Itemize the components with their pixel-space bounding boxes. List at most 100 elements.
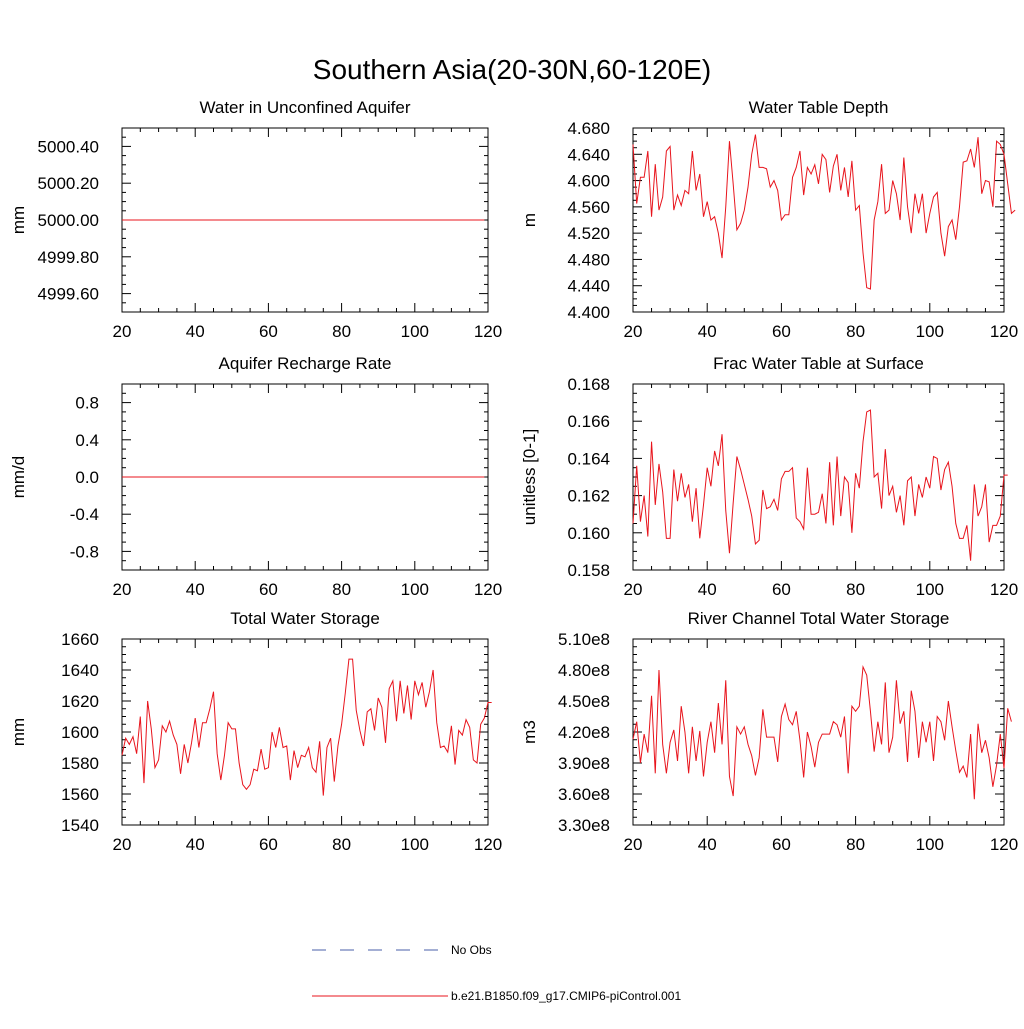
- y-tick-label: 4.80e8: [558, 661, 610, 680]
- x-tick-label: 120: [990, 580, 1018, 599]
- chart-total-water-storage: Total Water Storage mm 20 40 60 80 100 120 1540 1…: [9, 609, 502, 854]
- y-axis-label: mm: [9, 206, 28, 234]
- y-tick-label: 3.90e8: [558, 754, 610, 773]
- chart-title: Water in Unconfined Aquifer: [199, 98, 410, 117]
- chart-water-in-unconfined-aquifer: Water in Unconfined Aquifer mm 20 40 60 80 100…: [9, 98, 502, 341]
- y-tick-label: 4.680: [567, 119, 610, 138]
- x-tick-label: 80: [846, 580, 865, 599]
- x-tick-label: 100: [916, 835, 944, 854]
- x-tick-label: 40: [698, 322, 717, 341]
- x-tick-label: 40: [186, 322, 205, 341]
- chart-frac-water-table-at-surface: Frac Water Table at Surface unitless [0-1…: [520, 354, 1018, 599]
- y-tick-label: 5000.00: [38, 211, 99, 230]
- x-tick-label: 60: [259, 835, 278, 854]
- x-tick-label: 20: [624, 580, 643, 599]
- legend-no-obs-label: No Obs: [451, 943, 492, 957]
- x-tick-label: 60: [772, 580, 791, 599]
- y-tick-label: -0.4: [70, 505, 99, 524]
- y-tick-label: 3.30e8: [558, 816, 610, 835]
- x-tick-label: 100: [401, 835, 429, 854]
- chart-water-table-depth: Water Table Depth m 20 40 60 80 100 120 4.400 4.4…: [520, 98, 1018, 341]
- y-tick-label: 4999.80: [38, 248, 99, 267]
- y-tick-label: 1580: [61, 754, 99, 773]
- chart-title: River Channel Total Water Storage: [688, 609, 950, 628]
- y-tick-label: 4.640: [567, 145, 610, 164]
- series-line-model: [632, 134, 1016, 290]
- y-tick-label: 5000.20: [38, 174, 99, 193]
- x-tick-label: 20: [624, 322, 643, 341]
- plot-frame: [632, 383, 1005, 571]
- x-tick-label: 60: [772, 835, 791, 854]
- y-tick-label: 0.158: [567, 561, 610, 580]
- y-tick-label: 4.20e8: [558, 723, 610, 742]
- y-tick-label: 0.160: [567, 524, 610, 543]
- y-axis-label: m: [520, 213, 539, 227]
- x-tick-label: 60: [259, 322, 278, 341]
- chart-aquifer-recharge-rate: Aquifer Recharge Rate mm/d 20 40 60 80 100 120 -…: [9, 354, 502, 599]
- y-tick-label: 0.4: [75, 431, 99, 450]
- x-tick-label: 120: [990, 835, 1018, 854]
- y-axis-label: mm: [9, 718, 28, 746]
- chart-title: Water Table Depth: [749, 98, 889, 117]
- series-line-model: [632, 664, 1012, 800]
- y-tick-label: 4.560: [567, 198, 610, 217]
- y-tick-label: 4999.60: [38, 285, 99, 304]
- y-tick-label: 4.520: [567, 224, 610, 243]
- y-tick-label: 4.600: [567, 172, 610, 191]
- x-tick-label: 40: [186, 580, 205, 599]
- x-tick-label: 40: [698, 580, 717, 599]
- y-tick-label: 3.60e8: [558, 785, 610, 804]
- x-tick-label: 120: [474, 322, 502, 341]
- y-tick-label: 0.8: [75, 394, 99, 413]
- y-tick-label: 5.10e8: [558, 630, 610, 649]
- y-axis-label: m3: [520, 720, 539, 744]
- y-tick-label: 0.166: [567, 412, 610, 431]
- x-tick-label: 100: [401, 580, 429, 599]
- y-tick-label: -0.8: [70, 542, 99, 561]
- x-tick-label: 60: [259, 580, 278, 599]
- y-axis-label: unitless [0-1]: [520, 429, 539, 525]
- legend: No Obs b.e21.B1850.f09_g17.CMIP6-piContr…: [312, 943, 681, 1003]
- y-tick-label: 4.50e8: [558, 692, 610, 711]
- chart-title: Frac Water Table at Surface: [713, 354, 924, 373]
- series-line-model: [632, 409, 1008, 561]
- y-tick-label: 1540: [61, 816, 99, 835]
- chart-title: Aquifer Recharge Rate: [219, 354, 392, 373]
- x-tick-label: 40: [186, 835, 205, 854]
- plot-frame: [632, 127, 1005, 313]
- x-tick-label: 100: [916, 580, 944, 599]
- y-tick-label: 1560: [61, 785, 99, 804]
- x-tick-label: 80: [846, 835, 865, 854]
- x-tick-label: 120: [990, 322, 1018, 341]
- y-tick-label: 4.440: [567, 277, 610, 296]
- x-tick-label: 120: [474, 835, 502, 854]
- x-tick-label: 20: [113, 580, 132, 599]
- y-tick-label: 1640: [61, 661, 99, 680]
- page-title: Southern Asia(20-30N,60-120E): [313, 54, 711, 85]
- y-tick-label: 0.162: [567, 487, 610, 506]
- x-tick-label: 40: [698, 835, 717, 854]
- y-tick-label: 4.480: [567, 250, 610, 269]
- plot-frame: [121, 638, 489, 826]
- chart-river-channel-total-water-storage: River Channel Total Water Storage m3 20 40 6…: [520, 609, 1018, 854]
- x-tick-label: 120: [474, 580, 502, 599]
- series-line-model: [121, 658, 492, 796]
- x-tick-label: 100: [916, 322, 944, 341]
- x-tick-label: 60: [772, 322, 791, 341]
- chart-title: Total Water Storage: [230, 609, 380, 628]
- y-tick-label: 1620: [61, 692, 99, 711]
- x-tick-label: 20: [624, 835, 643, 854]
- y-tick-label: 5000.40: [38, 137, 99, 156]
- legend-model-label: b.e21.B1850.f09_g17.CMIP6-piControl.001: [451, 989, 681, 1003]
- y-tick-label: 0.164: [567, 449, 610, 468]
- x-tick-label: 80: [846, 322, 865, 341]
- y-tick-label: 0.168: [567, 375, 610, 394]
- y-tick-label: 0.0: [75, 468, 99, 487]
- x-tick-label: 20: [113, 322, 132, 341]
- plot-frame: [632, 638, 1005, 826]
- x-tick-label: 80: [332, 835, 351, 854]
- y-tick-label: 1660: [61, 630, 99, 649]
- x-tick-label: 20: [113, 835, 132, 854]
